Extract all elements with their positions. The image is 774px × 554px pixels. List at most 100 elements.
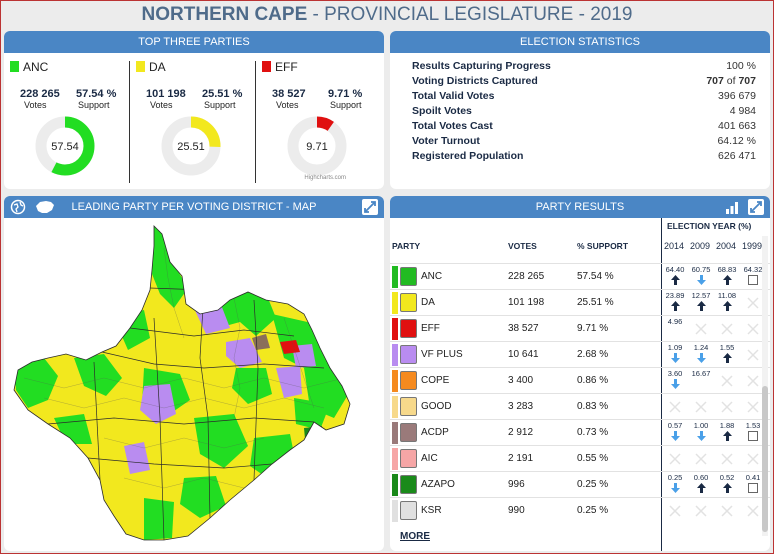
party-name[interactable]: EFF — [421, 323, 440, 334]
party-row-acdp[interactable]: ACDP 2 912 0.73 % 0.57 1.00 1.88 1.53 — [390, 419, 770, 445]
globe-icon[interactable] — [10, 199, 26, 215]
year-cell: 0.60 — [688, 473, 714, 497]
stat-row: Voting Districts Captured 707 of 707 — [412, 75, 756, 90]
results-scrollbar[interactable] — [762, 236, 768, 536]
more-link[interactable]: MORE — [400, 531, 430, 542]
party-name[interactable]: ACDP — [421, 427, 449, 438]
party-row-vf-plus[interactable]: VF PLUS 10 641 2.68 % 1.09 1.24 1.55 — [390, 341, 770, 367]
top-party-votes: 101 198 — [146, 88, 186, 100]
party-row-eff[interactable]: EFF 38 527 9.71 % 4.96 — [390, 315, 770, 341]
party-logo-icon — [400, 397, 417, 416]
party-results-panel: PARTY RESULTS ELECTION YEAR (%) PARTY VO… — [390, 196, 770, 551]
page-title-province: NORTHERN CAPE — [141, 4, 308, 25]
party-votes: 3 283 — [508, 401, 534, 412]
year-header-2009: 2009 — [690, 241, 711, 251]
support-donut-chart[interactable]: 9.71 — [286, 115, 348, 177]
stat-row: Registered Population 626 471 — [412, 150, 756, 165]
party-name[interactable]: AZAPO — [421, 479, 455, 490]
checkbox-icon — [748, 483, 758, 493]
not-applicable-icon — [747, 401, 759, 413]
arrow-up-icon — [722, 275, 732, 285]
party-color-bar — [392, 344, 398, 366]
party-row-good[interactable]: GOOD 3 283 0.83 % — [390, 393, 770, 419]
party-name[interactable]: GOOD — [421, 401, 452, 412]
party-name[interactable]: AIC — [421, 453, 438, 464]
top-party-support: 57.54 % — [76, 88, 117, 100]
party-color-bar — [392, 448, 398, 470]
history-value: 0.57 — [667, 421, 683, 430]
history-value: 68.83 — [717, 265, 737, 274]
not-applicable-icon — [669, 401, 681, 413]
support-donut-chart[interactable]: 57.54 — [34, 115, 96, 177]
stat-row: Results Capturing Progress 100 % — [412, 60, 756, 75]
party-row-anc[interactable]: ANC 228 265 57.54 % 64.40 60.75 68.83 64.32 — [390, 263, 770, 289]
top-party-name: DA — [136, 60, 166, 74]
party-name[interactable]: VF PLUS — [421, 349, 463, 360]
top-three-panel: TOP THREE PARTIES ANC 228 265 Votes 57.54 %… — [4, 31, 384, 189]
party-row-aic[interactable]: AIC 2 191 0.55 % — [390, 445, 770, 471]
year-cell: 1.88 — [714, 421, 740, 445]
party-votes: 996 — [508, 479, 525, 490]
arrow-down-icon — [696, 353, 706, 363]
not-applicable-icon — [669, 505, 681, 517]
history-value: 64.40 — [665, 265, 685, 274]
party-votes: 10 641 — [508, 349, 539, 360]
party-row-azapo[interactable]: AZAPO 996 0.25 % 0.25 0.60 0.52 0.41 — [390, 471, 770, 497]
page-title: NORTHERN CAPE - PROVINCIAL LEGISLATURE -… — [0, 4, 774, 26]
map-heading-label: LEADING PARTY PER VOTING DISTRICT - MAP — [71, 201, 317, 213]
party-name[interactable]: COPE — [421, 375, 450, 386]
party-support: 0.86 % — [577, 375, 609, 386]
donut-segment — [35, 116, 95, 176]
election-statistics-panel: ELECTION STATISTICS Results Capturing Pr… — [390, 31, 770, 189]
party-votes: 101 198 — [508, 297, 545, 308]
year-cell: 64.32 — [740, 265, 766, 289]
stat-label: Voter Turnout — [412, 135, 480, 147]
history-value: 0.25 — [667, 473, 683, 482]
stat-value: 4 984 — [729, 105, 756, 117]
not-applicable-icon — [721, 375, 733, 387]
stat-label: Spoilt Votes — [412, 105, 472, 117]
party-row-ksr[interactable]: KSR 990 0.25 % — [390, 497, 770, 523]
history-value: 1.24 — [693, 343, 709, 352]
top-party-votes-label: Votes — [24, 100, 47, 110]
highcharts-credit[interactable]: Highcharts.com — [304, 175, 346, 181]
party-color-bar — [392, 500, 398, 522]
party-support: 2.68 % — [577, 349, 609, 360]
stat-label: Total Votes Cast — [412, 120, 493, 132]
party-name[interactable]: ANC — [421, 271, 443, 282]
year-cell — [688, 499, 714, 523]
year-cell — [662, 395, 688, 419]
year-cell: 1.24 — [688, 343, 714, 367]
party-logo-icon — [400, 501, 417, 520]
south-africa-map-icon[interactable] — [34, 199, 56, 215]
not-applicable-icon — [669, 453, 681, 465]
year-header-2014: 2014 — [664, 241, 685, 251]
year-cell — [740, 343, 766, 367]
support-donut-chart[interactable]: 25.51 — [160, 115, 222, 177]
arrow-down-icon — [670, 483, 680, 493]
election-year-heading: ELECTION YEAR (%) — [667, 221, 752, 231]
party-color-bar — [392, 266, 398, 288]
bar-chart-icon[interactable] — [724, 199, 740, 215]
scrollbar-thumb[interactable] — [762, 386, 768, 532]
party-name[interactable]: DA — [421, 297, 435, 308]
party-name[interactable]: KSR — [421, 505, 442, 516]
top-party-votes: 228 265 — [20, 88, 60, 100]
party-votes: 2 912 — [508, 427, 534, 438]
party-row-cope[interactable]: COPE 3 400 0.86 % 3.60 16.67 — [390, 367, 770, 393]
page-title-rest: - PROVINCIAL LEGISLATURE - 2019 — [312, 4, 633, 25]
year-cell — [688, 447, 714, 471]
party-support: 0.55 % — [577, 453, 609, 464]
arrow-up-icon — [722, 301, 732, 311]
party-color-swatch — [262, 61, 271, 72]
top-party-support-label: Support — [204, 100, 236, 110]
party-row-da[interactable]: DA 101 198 25.51 % 23.89 12.57 11.08 — [390, 289, 770, 315]
expand-icon[interactable] — [362, 199, 378, 215]
party-logo-icon — [400, 449, 417, 468]
expand-icon[interactable] — [748, 199, 764, 215]
voting-district-map[interactable] — [4, 218, 384, 551]
history-value: 16.67 — [691, 369, 711, 378]
year-cell — [740, 317, 766, 341]
top-party-support-label: Support — [78, 100, 110, 110]
history-value: 11.08 — [717, 291, 737, 300]
